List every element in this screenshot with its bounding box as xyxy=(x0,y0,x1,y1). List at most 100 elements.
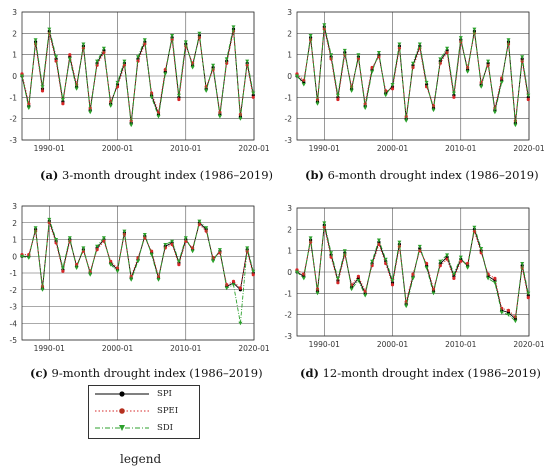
data-point-sdi xyxy=(499,80,504,85)
data-point-sdi xyxy=(451,91,456,96)
data-point-sdi xyxy=(506,313,511,317)
x-tick-label: 2000-01 xyxy=(377,340,409,349)
data-point-sdi xyxy=(183,236,188,240)
y-tick-label: -3 xyxy=(285,332,293,341)
data-point-spei xyxy=(302,272,306,276)
data-point-sdi xyxy=(129,123,134,128)
data-point-spei xyxy=(390,87,395,91)
data-point-sdi xyxy=(308,236,313,240)
data-point-sdi xyxy=(417,42,422,46)
data-point-spei xyxy=(356,274,360,278)
chart-a: 3 2 1 0 -1 -2 -3 1990-01 2000-01 2010-01 2020-01 xyxy=(10,8,270,153)
y-tick-label: -3 xyxy=(285,136,293,145)
legend: SPI SPEI SDI xyxy=(88,385,200,439)
chart-title: 6-month drought index (1986–2019) xyxy=(323,168,539,182)
data-point-sdi xyxy=(499,311,504,315)
data-point-sdi xyxy=(295,74,299,78)
x-tick-label: 1990-01 xyxy=(34,144,66,153)
data-point-sdi xyxy=(376,238,381,242)
data-point-sdi xyxy=(349,89,354,93)
data-point-spei xyxy=(251,273,255,277)
data-point-spei xyxy=(156,274,161,278)
data-point-spei xyxy=(61,269,65,273)
data-point-spei xyxy=(136,59,140,63)
y-tick-label: 0 xyxy=(287,268,292,277)
y-tick-label: 2 xyxy=(12,219,17,228)
data-point-sdi xyxy=(176,259,181,264)
data-point-sdi xyxy=(397,42,402,46)
chart-panel-c: 3 2 1 0 -1 -2 -3 -4 -5 1990-01 2000-01 2010-01 2020-… xyxy=(0,198,275,383)
data-point-spei xyxy=(150,249,154,253)
data-point-sdi xyxy=(176,93,181,98)
data-point-spei xyxy=(231,279,236,283)
data-point-sdi xyxy=(81,246,86,250)
data-point-sdi xyxy=(204,226,209,230)
x-tick-label: 1990-01 xyxy=(309,144,341,153)
data-point-sdi xyxy=(506,38,511,42)
data-point-spei xyxy=(218,251,222,255)
data-point-spei xyxy=(466,261,470,266)
data-point-spei xyxy=(452,276,456,280)
chart-panel-d: 3 2 1 0 -1 -2 -3 1990-01 2000-01 2010-01 2020-01 (… xyxy=(275,198,550,383)
caption-a: (a) 3-month drought index (1986–2019) xyxy=(40,168,273,182)
data-point-spei xyxy=(95,248,99,252)
data-point-sdi xyxy=(115,80,120,85)
data-point-sdi xyxy=(486,276,491,281)
legend-item-spei: SPEI xyxy=(89,404,199,420)
data-point-sdi xyxy=(122,229,127,234)
chart-panel-b: 3 2 1 0 -1 -2 -3 1990-01 2000-01 2010-01 2020-01 (… xyxy=(275,0,550,185)
data-point-sdi xyxy=(486,59,491,64)
y-tick-label: 3 xyxy=(12,202,17,211)
data-point-sdi xyxy=(88,110,93,115)
data-point-sdi xyxy=(136,259,140,264)
data-point-spei xyxy=(61,102,65,106)
data-point-sdi xyxy=(390,279,395,283)
data-point-sdi xyxy=(329,251,334,255)
data-point-sdi xyxy=(251,269,256,274)
x-tick-label: 2020-01 xyxy=(238,344,270,353)
data-point-sdi xyxy=(329,53,334,57)
y-tick-label: -1 xyxy=(285,93,293,102)
data-point-sdi xyxy=(40,288,45,292)
panel-letter: (d) xyxy=(300,366,319,380)
data-point-sdi xyxy=(54,55,59,59)
data-point-sdi xyxy=(404,304,409,309)
data-point-sdi xyxy=(431,108,436,113)
legend-item-spi: SPI xyxy=(89,387,199,403)
data-point-sdi xyxy=(156,115,161,119)
data-point-sdi xyxy=(526,93,531,98)
data-point-spei xyxy=(238,112,242,116)
data-point-sdi xyxy=(33,38,38,42)
panel-letter: (c) xyxy=(30,366,48,380)
data-point-sdi xyxy=(67,236,72,240)
data-point-sdi xyxy=(335,93,340,98)
data-point-sdi xyxy=(472,225,477,230)
data-point-sdi xyxy=(451,272,456,277)
y-tick-label: 0 xyxy=(12,72,17,81)
data-point-sdi xyxy=(95,244,100,249)
x-tick-label: 2000-01 xyxy=(377,144,409,153)
data-point-sdi xyxy=(513,123,518,128)
y-tick-label: 2 xyxy=(12,29,17,38)
y-tick-label: -2 xyxy=(10,286,18,295)
data-point-sdi xyxy=(370,70,375,74)
data-point-spei xyxy=(493,276,497,280)
data-point-sdi xyxy=(26,256,31,260)
data-point-sdi xyxy=(245,59,250,64)
series-line-spei xyxy=(296,227,529,318)
series-line-spei xyxy=(296,28,529,121)
caption-d: (d) 12-month drought index (1986–2019) xyxy=(300,366,541,380)
data-point-sdi xyxy=(20,74,24,78)
data-point-sdi xyxy=(322,23,327,27)
data-point-sdi xyxy=(245,246,250,250)
y-tick-label: 3 xyxy=(12,8,17,17)
y-tick-label: 1 xyxy=(12,51,17,60)
data-point-sdi xyxy=(40,85,45,89)
data-point-sdi xyxy=(465,266,470,270)
data-point-sdi xyxy=(301,83,306,87)
data-point-sdi xyxy=(197,219,202,224)
y-tick-label: 2 xyxy=(287,29,292,38)
x-tick-label: 1990-01 xyxy=(34,344,66,353)
data-point-sdi xyxy=(156,278,161,282)
chart-title: 9-month drought index (1986–2019) xyxy=(47,366,263,380)
